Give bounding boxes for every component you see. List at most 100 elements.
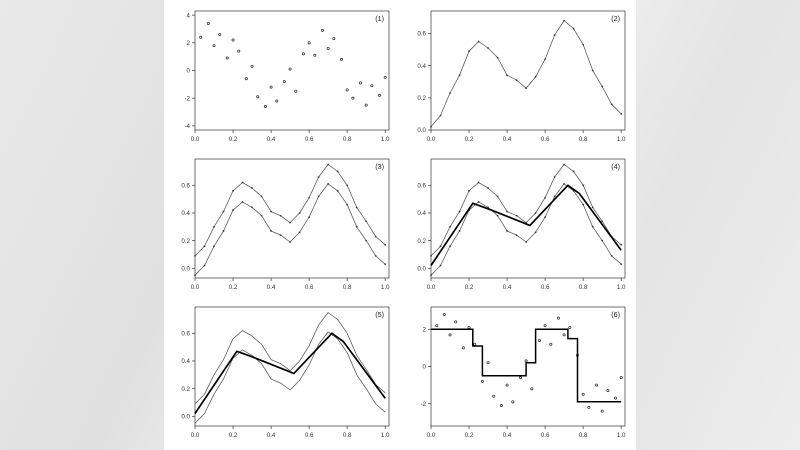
bimodal-curve-marker [515,79,518,82]
noisy-data-points-marker [619,376,623,380]
x-tick-label: 0.4 [267,136,276,143]
upper-tube-curve-marker [213,225,215,228]
upper-tube-curve-marker [506,210,508,213]
noisy-data-points-marker [212,44,216,48]
lower-tube-curve-marker [222,230,225,232]
noisy-data-points-marker [499,404,503,408]
upper-tube-curve-marker [232,189,234,192]
noisy-data-points-marker [537,338,541,342]
upper-tube-curve-marker [260,195,263,198]
lower-tube-curve-marker [374,254,377,257]
plot-panel-4: 0.0 0.2 0.4 0.6 0.8 1.0 0.0 0.2 0.4 0.6 (4) [403,151,633,297]
noisy-data-points-marker [307,41,311,45]
lower-tube-curve-marker [289,241,291,243]
noisy-data-points-marker [442,312,446,316]
upper-tube-curve-marker [365,220,368,223]
lower-tube-curve-marker [346,203,349,206]
lower-tube-curve-marker [355,225,358,228]
noisy-data-points-marker [435,324,439,328]
x-tick-label: 0.8 [343,432,352,439]
noisy-data-points-marker [282,80,286,84]
upper-tube-curve-marker [317,176,320,178]
x-tick-label: 0.8 [343,136,352,143]
panel-number-label: (6) [611,310,620,319]
noisy-data-points-marker [377,93,381,97]
y-tick-label: 0.0 [417,127,426,134]
bimodal-curve-marker [610,103,613,106]
lower-tube-curve-marker [496,214,499,217]
noisy-data-points-marker [543,324,547,328]
lower-tube-curve-marker [279,234,282,237]
bimodal-curve-marker [572,27,575,30]
plot-panel-6: 0.0 0.2 0.4 0.6 0.8 1.0 -2 0 2 (6) [403,299,633,445]
x-tick-label: 1.0 [617,136,626,143]
lower-tube-curve-marker [534,231,537,234]
y-tick-label: 0.0 [181,414,190,421]
noisy-data-points-marker [581,392,585,396]
lower-tube-curve-marker [298,231,301,234]
panel-number-label: (2) [611,14,620,23]
noisy-data-points-marker [492,394,496,398]
x-tick-label: 1.0 [381,136,390,143]
upper-tube-curve-marker [449,225,451,228]
upper-tube-curve-marker [279,214,282,217]
y-tick-label: 0.6 [417,182,426,189]
x-tick-label: 0.2 [229,136,238,143]
y-tick-label: 0.2 [417,238,426,245]
upper-tube-curve-marker [270,210,272,213]
x-tick-label: 0.6 [541,284,550,291]
noisy-data-points-marker [549,342,553,346]
x-tick-label: 0.2 [229,432,238,439]
noisy-data-points-marker [320,28,324,32]
noisy-data-points-marker [370,84,374,88]
lower-tube-curve-marker [327,183,330,185]
y-tick-label: 0.4 [417,210,426,217]
upper-tube-curve-marker [591,206,594,209]
noisy-data-points-marker [263,104,267,108]
noisy-data-points-marker [587,405,591,409]
x-tick-label: 0.8 [579,432,588,439]
upper-tube-curve-marker [515,214,518,217]
y-tick-label: 0.0 [181,266,190,273]
noisy-data-points-marker [313,53,317,57]
plot-box [430,158,626,279]
upper-tube-curve-marker [336,170,339,173]
noisy-data-points-marker [339,57,343,61]
y-tick-label: 0.6 [181,330,190,337]
upper-tube-curve-marker [601,220,604,223]
lower-tube-curve-marker [525,241,527,243]
x-tick-label: 0.0 [427,432,436,439]
x-tick-label: 0.4 [503,136,512,143]
x-tick-label: 0.2 [465,284,474,291]
noisy-data-points-marker [326,46,330,50]
noisy-data-points-marker [486,361,490,365]
y-tick-label: 2 [423,327,427,334]
upper-tube-curve-marker [222,210,225,213]
plot-svg-1: 0.0 0.2 0.4 0.6 0.8 1.0 -4 -2 0 2 4 (1) [184,10,390,143]
x-tick-label: 0.8 [579,284,588,291]
x-tick-label: 1.0 [617,284,626,291]
noisy-data-points-marker [269,85,273,89]
noisy-data-points-marker [467,325,471,329]
panel-number-label: (5) [375,310,384,319]
upper-tube-curve-marker [251,187,253,189]
lower-tube-curve [430,183,622,276]
plot-box [430,306,626,427]
bimodal-curve-marker [544,58,547,61]
lower-tube-curve-marker [506,230,508,232]
figure-sheet: 0.0 0.2 0.4 0.6 0.8 1.0 -4 -2 0 2 4 (1) 0.0 0.2 0.4 0.6… [164,0,636,450]
noisy-data-points-marker [275,99,279,103]
x-tick-label: 0.6 [541,136,550,143]
x-tick-label: 1.0 [381,284,390,291]
noisy-data-points-marker [461,346,465,350]
x-tick-label: 0.6 [541,432,550,439]
noisy-data-points-marker [199,35,203,39]
upper-tube-curve-marker [327,163,330,166]
plot-svg-6: 0.0 0.2 0.4 0.6 0.8 1.0 -2 0 2 (6) [420,306,626,439]
x-tick-label: 0.6 [305,136,314,143]
upper-tube-curve-marker [572,170,575,173]
noisy-data-points-marker [473,342,477,346]
noisy-data-points-marker [256,95,260,99]
bimodal-curve-marker [487,47,489,49]
y-tick-label: -2 [420,401,426,408]
